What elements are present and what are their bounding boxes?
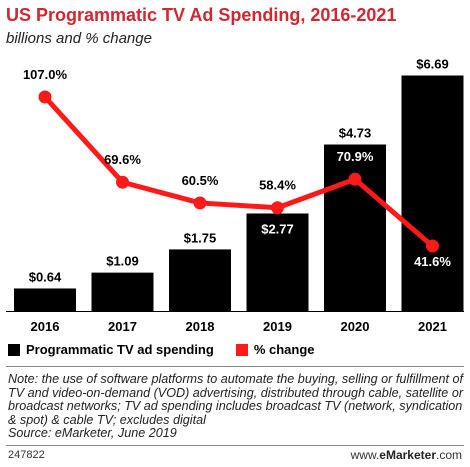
legend-swatch-change (235, 343, 248, 356)
x-tick-label-2017: 2017 (108, 319, 137, 334)
brand-name: eMarketer (379, 448, 436, 462)
line-point-2018 (193, 196, 207, 210)
bar-2019 (246, 213, 309, 311)
chart-title: US Programmatic TV Ad Spending, 2016-202… (6, 5, 397, 25)
bar-label-2020: $4.73 (339, 126, 372, 141)
brand-link[interactable]: www.eMarketer.com (351, 448, 462, 462)
divider-top (6, 366, 464, 367)
x-tick-label-2021: 2021 (418, 319, 447, 334)
chart-subtitle: billions and % change (6, 30, 152, 47)
brand-suffix: .com (435, 448, 462, 462)
line-label-2019: 58.4% (259, 178, 296, 193)
line-label-2018: 60.5% (182, 173, 219, 188)
x-tick-label-2020: 2020 (341, 319, 370, 334)
bar-label-2021: $6.69 (416, 57, 449, 72)
line-point-2019 (271, 201, 284, 215)
chart-legend: Programmatic TV ad spending % change (8, 342, 337, 357)
bar-2020 (324, 144, 386, 311)
x-tick-label-2019: 2019 (263, 319, 292, 334)
legend-item-spending: Programmatic TV ad spending (8, 342, 214, 357)
legend-item-change: % change (235, 342, 315, 357)
bar-label-2016: $0.64 (29, 269, 62, 284)
bar-label-2018: $1.75 (184, 230, 217, 245)
bar-label-2019: $2.77 (261, 221, 294, 236)
x-tick-label-2016: 2016 (31, 319, 60, 334)
divider-bottom (6, 445, 464, 446)
note-text: Note: the use of software platforms to a… (8, 372, 464, 427)
bar-2021 (401, 75, 464, 312)
line-label-2020: 70.9% (337, 149, 374, 164)
line-point-2020 (348, 172, 362, 186)
bar-2017 (91, 272, 154, 311)
bar-label-2017: $1.09 (106, 254, 139, 269)
line-label-2021: 41.6% (414, 254, 451, 269)
legend-swatch-spending (8, 343, 20, 356)
line-point-2021 (426, 239, 439, 253)
combo-chart: $0.64 $1.09 $1.75 $2.77 $4.73 $6.69 107.0% 69.6… (6, 57, 464, 334)
chart-note: Note: the use of software platforms to a… (8, 372, 464, 441)
source-text: Source: eMarketer, June 2019 (8, 426, 177, 441)
percent-change-line (42, 94, 435, 249)
bar-2018 (169, 249, 231, 311)
brand-prefix: www. (350, 448, 380, 462)
line-point-2016 (38, 90, 52, 104)
line-label-2017: 69.6% (104, 152, 141, 167)
chart-id: 247822 (8, 449, 45, 461)
line-label-2016: 107.0% (23, 67, 68, 82)
x-tick-label-2018: 2018 (186, 319, 215, 334)
legend-label-change: % change (253, 342, 315, 357)
line-point-2017 (116, 175, 129, 189)
legend-label-spending: Programmatic TV ad spending (26, 342, 214, 357)
bar-2016 (14, 288, 76, 311)
